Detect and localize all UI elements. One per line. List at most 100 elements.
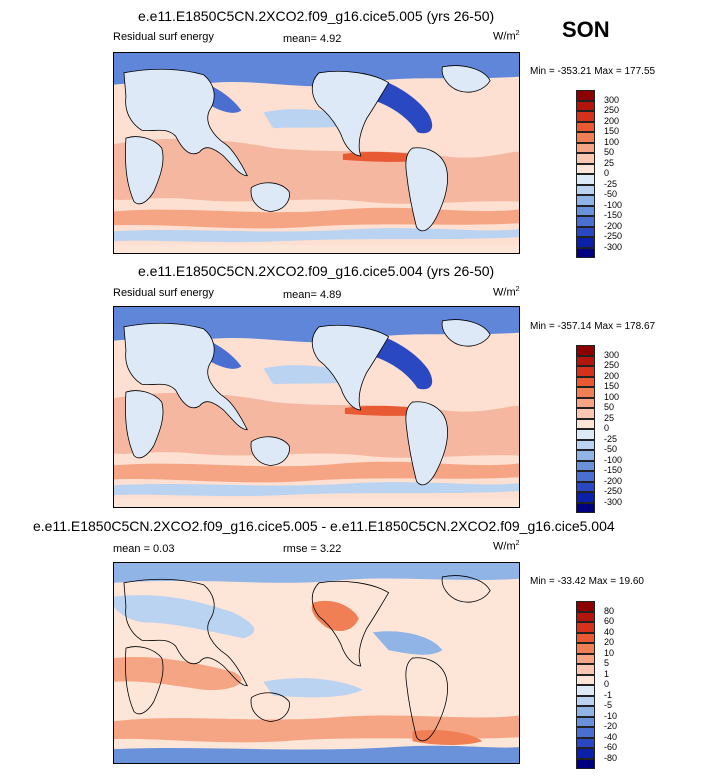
season-label: SON	[562, 17, 610, 42]
colorbar-level-label: 1	[604, 668, 610, 679]
panel3-minmax: Min = -33.42 Max = 19.60	[530, 576, 644, 587]
panel2-map	[113, 306, 520, 508]
colorbar-level-label: 250	[604, 360, 620, 370]
colorbar-cell	[576, 481, 595, 492]
colorbar-level-label: 80	[604, 605, 615, 616]
colorbar-level-label: -250	[604, 231, 623, 241]
panel2-colorbar	[576, 345, 595, 513]
colorbar-cell	[576, 345, 595, 356]
colorbar-cell	[576, 418, 595, 429]
colorbar-cell	[576, 121, 595, 132]
colorbar-cell	[576, 153, 595, 164]
colorbar-cell	[576, 632, 595, 643]
colorbar-level-label: 10	[604, 647, 615, 658]
panel2-mean-label: mean= 4.89	[283, 289, 342, 301]
colorbar-level-label: 150	[604, 381, 620, 391]
panel3-map	[113, 562, 520, 764]
panel1-field-label: Residual surf energy	[113, 31, 214, 43]
colorbar-cell	[576, 174, 595, 185]
colorbar-cell	[576, 387, 595, 398]
colorbar-cell	[576, 132, 595, 143]
colorbar-cell	[576, 492, 595, 503]
panel2-units: W/m2	[493, 286, 520, 299]
colorbar-level-label: 50	[604, 147, 615, 157]
colorbar-level-label: -200	[604, 220, 623, 231]
colorbar-cell	[576, 685, 595, 696]
colorbar-level-label: 5	[604, 658, 610, 668]
panel3-colorbar	[576, 601, 595, 769]
colorbar-cell	[576, 111, 595, 122]
colorbar-cell	[576, 205, 595, 216]
colorbar-level-label: -300	[604, 241, 623, 252]
colorbar-level-label: -1	[604, 689, 613, 700]
colorbar-level-label: -10	[604, 710, 618, 721]
panel1-map-plot	[114, 53, 519, 253]
colorbar-cell	[576, 611, 595, 622]
panel2-minmax: Min = -357.14 Max = 178.67	[530, 321, 656, 332]
colorbar-cell	[576, 674, 595, 685]
colorbar-cell	[576, 184, 595, 195]
colorbar-level-label: -50	[604, 444, 618, 454]
panel1-title: e.e11.E1850C5CN.2XCO2.f09_g16.cice5.005 …	[138, 8, 495, 24]
colorbar-cell	[576, 748, 595, 759]
colorbar-cell	[576, 502, 595, 513]
panel3-map-plot	[114, 563, 519, 763]
colorbar-level-label: -80	[604, 752, 618, 763]
colorbar-cell	[576, 100, 595, 111]
colorbar-level-label: 50	[604, 402, 615, 412]
colorbar-cell	[576, 216, 595, 227]
colorbar-cell	[576, 653, 595, 664]
colorbar-cell	[576, 355, 595, 366]
colorbar-level-label: 25	[604, 412, 615, 423]
panel2-title: e.e11.E1850C5CN.2XCO2.f09_g16.cice5.004 …	[138, 263, 495, 279]
colorbar-level-label: 250	[604, 105, 620, 115]
colorbar-level-label: 300	[604, 349, 620, 360]
colorbar-level-label: -200	[604, 475, 623, 486]
colorbar-level-label: -40	[604, 731, 618, 742]
colorbar-level-label: 40	[604, 626, 615, 637]
colorbar-level-label: 300	[604, 94, 620, 105]
colorbar-cell	[576, 460, 595, 471]
panel3-rmse-label: rmse = 3.22	[283, 543, 342, 555]
panel1-units: W/m2	[493, 30, 520, 43]
colorbar-level-label: 200	[604, 115, 620, 126]
colorbar-level-label: -300	[604, 496, 623, 507]
colorbar-level-label: -100	[604, 199, 623, 210]
colorbar-cell	[576, 376, 595, 387]
colorbar-cell	[576, 439, 595, 450]
colorbar-level-label: -25	[604, 178, 618, 189]
colorbar-cell	[576, 758, 595, 769]
panel3-units: W/m2	[493, 540, 520, 553]
colorbar-cell	[576, 237, 595, 248]
colorbar-cell	[576, 622, 595, 633]
colorbar-cell	[576, 397, 595, 408]
panel1-minmax: Min = -353.21 Max = 177.55	[530, 66, 656, 77]
colorbar-level-label: 60	[604, 616, 615, 626]
colorbar-cell	[576, 195, 595, 206]
colorbar-cell	[576, 366, 595, 377]
colorbar-cell	[576, 408, 595, 419]
colorbar-level-label: -250	[604, 486, 623, 496]
colorbar-cell	[576, 226, 595, 237]
colorbar-cell	[576, 643, 595, 654]
colorbar-level-label: -5	[604, 700, 613, 710]
colorbar-level-label: -150	[604, 210, 623, 220]
colorbar-level-label: -60	[604, 742, 618, 752]
panel2-map-plot	[114, 307, 519, 507]
colorbar-level-label: -100	[604, 454, 623, 465]
colorbar-cell	[576, 450, 595, 461]
colorbar-cell	[576, 716, 595, 727]
colorbar-cell	[576, 471, 595, 482]
colorbar-level-label: -20	[604, 721, 618, 731]
colorbar-level-label: 100	[604, 136, 620, 147]
colorbar-level-label: 20	[604, 637, 615, 647]
colorbar-cell	[576, 90, 595, 101]
panel2-field-label: Residual surf energy	[113, 287, 214, 299]
colorbar-cell	[576, 737, 595, 748]
panel1-mean-label: mean= 4.92	[283, 33, 342, 45]
colorbar-level-label: -150	[604, 465, 623, 475]
colorbar-level-label: 150	[604, 126, 620, 136]
colorbar-level-label: -25	[604, 433, 618, 444]
colorbar-level-label: 0	[604, 423, 610, 433]
colorbar-cell	[576, 163, 595, 174]
